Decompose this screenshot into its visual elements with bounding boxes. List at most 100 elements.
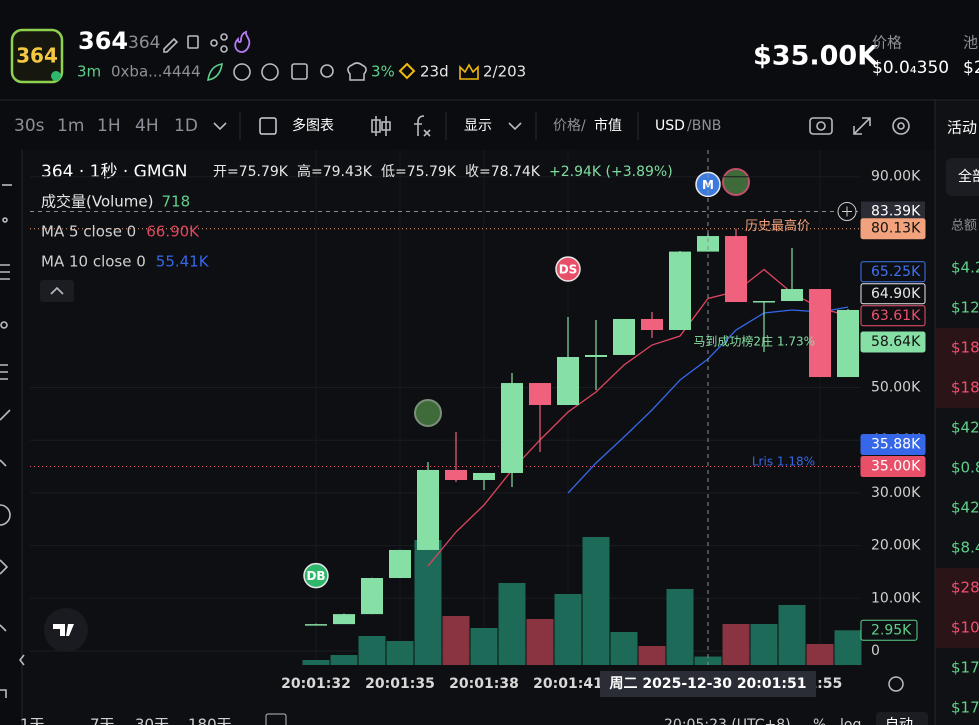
bnb-toggle[interactable]: /BNB [687, 118, 721, 134]
auto-toggle[interactable]: 自动 [885, 717, 913, 725]
range-button[interactable]: 7天 [90, 716, 115, 725]
share-icon [220, 45, 228, 53]
search-icon[interactable] [320, 64, 334, 78]
interval[interactable]: 1H [97, 116, 121, 136]
price-marker-label: 35.00K [871, 459, 921, 475]
chart-icon[interactable] [261, 63, 279, 81]
price-marker-label: 80.13K [871, 221, 921, 237]
interval[interactable]: 30s [14, 116, 45, 136]
expand-icon[interactable] [853, 117, 871, 135]
tool[interactable] [0, 504, 11, 526]
interval[interactable]: 1D [174, 116, 198, 136]
activity-row-bg [936, 568, 979, 608]
interval[interactable]: 4H [135, 116, 159, 136]
tool[interactable] [0, 624, 7, 632]
note-icon[interactable] [291, 63, 308, 80]
rank: 2/203 [483, 63, 526, 81]
volume-marker [860, 619, 918, 641]
activity-amount: $18 [951, 339, 979, 357]
price-note: Lris 1.18% [752, 454, 815, 468]
volume-bar [610, 632, 638, 665]
collapse-legend[interactable] [40, 280, 74, 302]
y-tick-label: 0 [871, 643, 880, 659]
candle-icon[interactable] [371, 116, 391, 136]
activity-title: 活动 [947, 119, 977, 137]
share-icon[interactable] [210, 39, 218, 47]
activity-amount: $4.2 [951, 259, 979, 277]
candle-body [501, 383, 523, 473]
display[interactable]: 显示 [464, 118, 492, 134]
range-button[interactable]: 30天 [135, 716, 169, 725]
chart-title: 364 · 1秒 · GMGN [41, 162, 187, 182]
settings-icon[interactable] [892, 117, 910, 135]
activity-amount: $42 [951, 499, 979, 517]
checkbox[interactable] [259, 117, 277, 135]
volume-bar [470, 628, 498, 665]
percent-toggle[interactable]: % [813, 717, 826, 725]
candle-body [361, 578, 383, 615]
copy-icon[interactable] [187, 35, 199, 49]
activity-amount: $17 [951, 699, 979, 717]
tool[interactable] [0, 321, 8, 329]
volume-bar [750, 624, 778, 665]
activity-amount: $8.4 [951, 539, 979, 557]
volume-bar [414, 540, 442, 665]
logo-text: 364 [16, 44, 58, 68]
range-button[interactable]: 1天 [20, 716, 45, 725]
ma-legend-value: 55.41K [156, 253, 210, 271]
ma-legend: MA 5 close 0 [41, 223, 136, 241]
filter-box[interactable] [946, 158, 979, 196]
chevron[interactable] [213, 122, 227, 131]
volume-bar [834, 630, 862, 665]
volume-bar [358, 636, 386, 665]
tool[interactable] [0, 264, 10, 280]
x-tick-label: 20:01:38 [449, 676, 519, 692]
web-icon[interactable] [233, 63, 251, 81]
price-marker-label: 35.88K [871, 437, 921, 453]
log-toggle[interactable]: log [840, 717, 861, 725]
tool[interactable] [0, 689, 7, 698]
tool[interactable] [0, 364, 8, 380]
fx-icon[interactable] [414, 115, 431, 137]
camera-icon [816, 121, 826, 131]
activity-amount: $12 [951, 299, 979, 317]
time-zone: 20:05:23 (UTC+8) [664, 717, 791, 725]
address[interactable]: 0xba...4444 [111, 63, 201, 81]
ma-legend-value: 66.90K [146, 223, 200, 241]
edit-icon[interactable] [163, 37, 179, 53]
calendar-icon [265, 713, 287, 725]
price-marker [860, 218, 926, 240]
chevron[interactable] [508, 122, 522, 131]
price-toggle[interactable]: 价格/ [553, 118, 586, 134]
avatar[interactable] [414, 399, 442, 427]
add-alert [842, 206, 852, 217]
volume-bar [778, 605, 806, 665]
tool[interactable] [0, 409, 11, 421]
volume-marker-label: 2.95K [871, 622, 912, 638]
price-marker [860, 261, 926, 283]
volume-bar [722, 624, 750, 665]
activity-amount: $28 [951, 579, 979, 597]
price: $0.0₄350 [872, 58, 949, 78]
candle-body [333, 614, 355, 625]
tool[interactable] [0, 459, 7, 467]
tool[interactable] [18, 654, 25, 666]
camera-icon[interactable] [809, 117, 833, 135]
multi-chart[interactable]: 多图表 [292, 117, 334, 134]
avatar[interactable] [722, 168, 750, 196]
filter: 全部 [958, 168, 979, 185]
range-button[interactable]: 180天 [188, 716, 232, 725]
time-settings[interactable] [888, 676, 904, 692]
tool[interactable] [0, 559, 9, 575]
tool[interactable] [2, 217, 8, 223]
x-tick-label: 20:01:35 [365, 676, 435, 692]
candle-body [529, 383, 551, 405]
volume-bar [582, 537, 610, 665]
usd-toggle[interactable]: USD [655, 118, 685, 134]
candle-body [417, 469, 439, 550]
activity-row-bg [936, 328, 979, 368]
volume-bar [498, 583, 526, 665]
interval[interactable]: 1m [57, 116, 84, 136]
price-marker-label: 63.61K [871, 308, 921, 324]
market-value-toggle[interactable]: 市值 [594, 117, 622, 134]
